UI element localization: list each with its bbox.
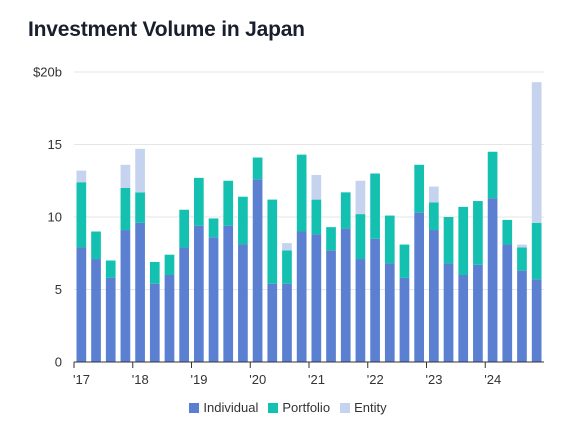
bar-entity-16 [311,174,322,200]
x-tick-label: '21 [308,372,325,387]
bar-individual-13 [267,283,278,362]
bar-individual-24 [428,230,439,362]
legend-swatch-portfolio [268,402,279,413]
bar-individual-4 [135,222,145,362]
y-tick-label: 15 [48,137,62,152]
bar-portfolio-2 [105,260,116,278]
bar-individual-22 [399,277,410,362]
bar-portfolio-24 [428,202,439,231]
x-tick-label: '19 [191,372,208,387]
bar-portfolio-23 [414,164,425,213]
bar-individual-26 [458,275,469,362]
bar-portfolio-16 [311,199,322,235]
bar-portfolio-6 [164,254,175,275]
x-tick-label: '24 [484,372,501,387]
x-tick-label: '18 [132,372,149,387]
bar-portfolio-18 [340,192,351,229]
bar-portfolio-31 [531,222,542,280]
bar-portfolio-7 [179,209,190,248]
x-tick-label: '17 [73,372,90,387]
bar-individual-18 [340,228,351,362]
bar-individual-0 [76,247,87,362]
bar-entity-14 [282,243,292,251]
legend-item-portfolio: Portfolio [268,400,330,415]
bar-entity-4 [135,148,145,193]
bar-individual-1 [91,259,101,362]
y-tick-label: 10 [48,210,62,225]
bar-portfolio-12 [252,157,263,180]
bar-entity-0 [76,170,87,183]
legend-label-portfolio: Portfolio [282,400,331,415]
bar-portfolio-19 [355,214,366,260]
y-tick-label: 5 [55,282,62,297]
bar-individual-17 [326,250,336,362]
bar-portfolio-27 [473,201,483,265]
bar-portfolio-17 [326,227,336,251]
bar-portfolio-25 [443,217,454,264]
bar-individual-23 [414,212,425,362]
bar-individual-25 [443,263,454,362]
bar-entity-24 [428,186,439,203]
x-tick-label: '22 [367,372,384,387]
bar-portfolio-0 [76,182,87,248]
bar-individual-31 [531,279,542,362]
bar-portfolio-4 [135,192,145,223]
bar-portfolio-21 [384,215,395,264]
bar-portfolio-13 [267,199,278,284]
bar-portfolio-28 [487,151,498,199]
chart-title: Investment Volume in Japan [28,18,305,41]
bar-individual-10 [223,225,234,362]
bar-portfolio-5 [149,261,160,284]
bar-portfolio-1 [91,231,101,260]
bar-portfolio-20 [370,173,380,239]
bar-individual-27 [473,264,483,362]
bar-portfolio-26 [458,206,469,275]
bar-individual-5 [149,283,160,362]
bar-individual-12 [252,179,263,362]
bar-individual-6 [164,275,175,362]
bar-individual-7 [179,247,190,362]
x-tick-label: '23 [426,372,443,387]
bar-individual-9 [208,237,219,362]
bar-portfolio-22 [399,244,410,278]
bar-portfolio-8 [193,177,204,226]
bar-entity-31 [531,82,542,223]
bar-portfolio-15 [296,154,307,232]
bar-individual-20 [370,238,380,362]
bar-portfolio-14 [282,250,292,284]
bar-individual-29 [502,244,513,362]
chart-legend: Individual Portfolio Entity [0,400,576,415]
bar-individual-30 [517,270,527,362]
bar-entity-30 [517,244,527,248]
bar-entity-19 [355,180,366,215]
legend-item-individual: Individual [189,400,258,415]
bar-individual-28 [487,198,498,362]
bar-portfolio-3 [120,188,131,231]
bar-individual-16 [311,234,322,362]
bar-portfolio-11 [238,196,248,245]
legend-label-entity: Entity [354,400,387,415]
y-tick-label: 0 [55,355,62,370]
bar-individual-2 [105,277,116,362]
legend-item-entity: Entity [340,400,387,415]
bar-portfolio-9 [208,218,219,238]
y-tick-label: $20b [33,65,62,80]
bar-portfolio-10 [223,180,234,226]
bar-individual-14 [282,283,292,362]
bar-entity-3 [120,164,131,188]
bar-portfolio-30 [517,247,527,271]
bar-individual-8 [193,225,204,362]
legend-swatch-entity [340,402,351,413]
legend-label-individual: Individual [203,400,259,415]
bar-individual-3 [120,230,131,362]
legend-swatch-individual [189,402,200,413]
bar-individual-19 [355,259,366,362]
bar-individual-15 [296,231,307,362]
bar-individual-21 [384,263,395,362]
x-tick-label: '20 [249,372,266,387]
bar-individual-11 [238,244,248,362]
bar-portfolio-29 [502,219,513,245]
